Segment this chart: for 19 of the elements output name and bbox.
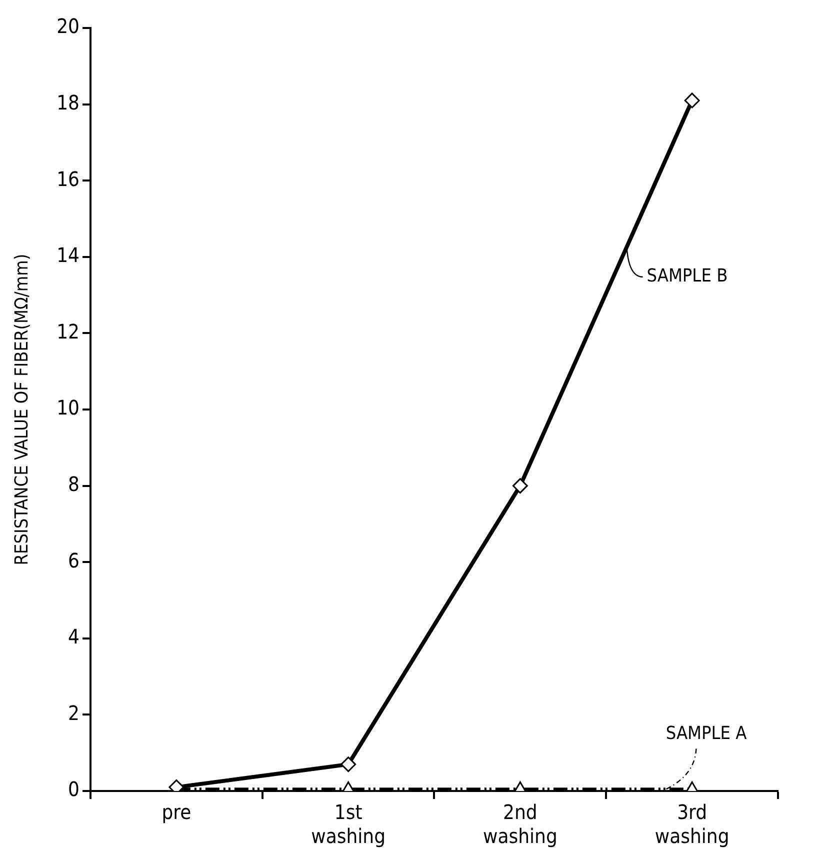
x-tick-label: pre [162,800,192,824]
x-tick-label: 3rd washing [654,800,730,848]
y-tick-label: 18 [56,90,80,115]
y-tick-label: 20 [56,14,80,38]
x-tick-label: 2nd washing [483,800,558,848]
y-tick-label: 12 [56,319,80,344]
y-tick-label: 2 [68,700,80,725]
series-label: SAMPLE B [646,266,728,287]
text: SAMPLE A [666,722,747,744]
y-tick-label: 10 [56,396,80,420]
y-tick-label: 14 [56,243,80,268]
x-tick-label: 1st washing [311,800,386,848]
y-axis-title: RESISTANCE VALUE OF FIBER(MΩ/mm) [11,254,32,566]
y-tick-label: 8 [68,472,80,496]
y-tick-label: 0 [68,777,80,802]
y-tick-label: 6 [68,548,80,572]
y-tick-label: 4 [68,624,80,649]
y-tick-label: 16 [56,166,80,191]
point [684,92,700,108]
